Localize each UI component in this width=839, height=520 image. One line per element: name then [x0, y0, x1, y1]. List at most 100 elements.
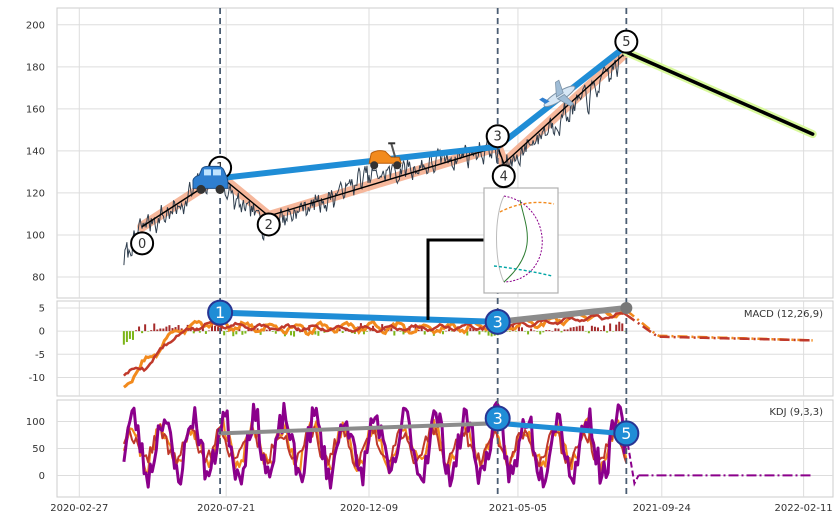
scooter-stem	[390, 143, 397, 158]
histogram-bar	[220, 324, 223, 332]
histogram-bar	[210, 324, 213, 332]
marker-label: 3	[493, 409, 503, 428]
histogram-bar	[122, 331, 125, 345]
histogram-bar	[527, 331, 530, 335]
histogram-bar	[536, 331, 539, 332]
marker-circle	[613, 420, 640, 447]
y-tick-label: 50	[32, 444, 45, 455]
histogram-bar	[125, 331, 128, 343]
histogram-bar	[505, 331, 508, 332]
histogram-bar	[144, 324, 147, 332]
y-tick-label: 0	[39, 327, 45, 338]
x-tick-label: 2022-02-11	[775, 503, 833, 514]
y-tick-label: 80	[32, 272, 45, 283]
marker-label: 0	[138, 237, 146, 252]
histogram-bar	[153, 323, 156, 332]
emoji-icons	[192, 79, 576, 194]
panel-frame-1	[56, 300, 834, 397]
trend-line-gray	[494, 305, 630, 325]
x-tick-label: 2020-02-27	[50, 503, 108, 514]
inset-pattern	[426, 187, 559, 320]
histogram-bar	[204, 331, 207, 334]
inset-connector	[426, 238, 484, 320]
marker-circle	[256, 212, 281, 237]
airplane-icon	[539, 79, 576, 108]
trend-line-blue	[217, 309, 501, 325]
histogram-bar	[487, 331, 490, 336]
scooter-icon	[368, 142, 402, 170]
marker-circle	[485, 124, 510, 149]
histogram-bar	[590, 325, 593, 332]
histogram-bar	[466, 331, 469, 336]
histogram-bar	[603, 325, 606, 332]
y-tick-label: 200	[26, 20, 45, 31]
histogram-bar	[265, 329, 268, 332]
airplane-wing	[555, 79, 564, 98]
histogram-bar	[524, 331, 527, 332]
histogram-bar	[484, 331, 487, 333]
histogram-bar	[575, 326, 578, 332]
marker-circle	[207, 299, 234, 326]
histogram-bar	[232, 331, 235, 337]
car-window	[204, 169, 211, 176]
histogram-bar	[402, 331, 405, 335]
histogram-bar	[201, 327, 204, 332]
histogram-bar	[563, 329, 566, 332]
scooter-wheel	[370, 161, 379, 170]
histogram-bar	[159, 328, 162, 332]
histogram-bar	[290, 331, 293, 336]
marker-circle	[484, 405, 511, 432]
histogram-bar	[369, 330, 372, 332]
histogram-bar	[520, 327, 523, 332]
inset-curve-teal	[493, 265, 553, 277]
histogram-bar	[533, 330, 536, 332]
histogram-bar	[612, 331, 615, 332]
inset-curve-orange	[499, 201, 555, 213]
histogram-bar	[530, 328, 533, 332]
histogram-bar	[150, 330, 153, 332]
histogram-bar	[323, 331, 326, 333]
histogram-bar	[596, 327, 599, 332]
histogram-bar	[469, 327, 472, 332]
histogram-bar	[539, 331, 542, 335]
marker-dot	[620, 301, 633, 314]
histogram-bar	[198, 331, 201, 333]
trend-line-blue	[495, 420, 629, 437]
histogram-bar	[214, 325, 217, 332]
histogram-bar	[217, 326, 220, 332]
macd-panel	[122, 305, 813, 389]
x-tick-label: 2021-05-05	[489, 503, 547, 514]
histogram-bar	[472, 328, 475, 332]
histogram-bar	[569, 327, 572, 332]
airplane-wing	[556, 93, 575, 107]
histogram-bar	[578, 325, 581, 332]
scooter-wheel	[393, 161, 402, 170]
inset-curve-gray	[496, 195, 505, 283]
x-tick-label: 2021-09-24	[633, 503, 691, 514]
histogram-bar	[445, 330, 448, 332]
marker-label: 3	[494, 130, 502, 145]
histogram-bar	[128, 331, 131, 339]
histogram-bar	[600, 330, 603, 332]
histogram-bar	[338, 329, 341, 332]
histogram-bar	[244, 331, 247, 334]
histogram-bar	[508, 331, 511, 332]
histogram-bar	[609, 323, 612, 332]
histogram-bar	[621, 323, 624, 332]
y-tick-label: 120	[26, 188, 45, 199]
x-tick-label: 2020-07-21	[197, 503, 255, 514]
marker-label: 5	[621, 424, 631, 443]
kdj-drop	[625, 434, 640, 487]
inset-curve-green	[503, 199, 528, 283]
histogram-bar	[584, 331, 587, 332]
y-tick-label: 100	[26, 417, 45, 428]
histogram-bar	[566, 329, 569, 332]
histogram-bar	[481, 331, 484, 332]
car-icon	[192, 165, 229, 194]
histogram-bar	[557, 328, 560, 332]
marker-label: 1	[215, 303, 225, 322]
marker-label: 2	[265, 218, 273, 233]
histogram-bar	[162, 328, 165, 332]
histogram-bar	[171, 328, 174, 332]
histogram-bar	[147, 331, 150, 332]
